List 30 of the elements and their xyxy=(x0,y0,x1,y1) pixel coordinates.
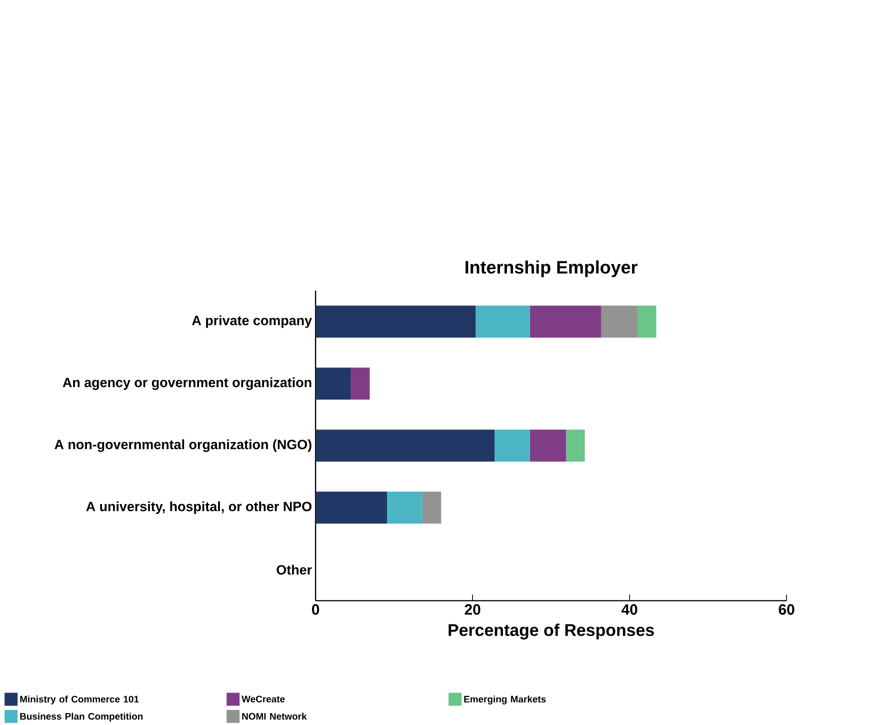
bar xyxy=(350,368,370,400)
y-tick-label: A private company xyxy=(192,315,312,328)
y-tick-label: A university, hospital, or other NPO xyxy=(86,501,312,514)
legend-label: Business Plan Competition xyxy=(20,712,143,722)
x-tick-label: 20 xyxy=(464,604,480,615)
bar xyxy=(566,430,585,462)
legend-label: NOMI Network xyxy=(242,712,307,720)
x-tick-label: 0 xyxy=(312,604,320,615)
bar xyxy=(316,492,388,524)
bar xyxy=(494,430,530,462)
bar xyxy=(637,306,656,338)
legend-label: Ministry of Commerce 101 xyxy=(20,696,139,704)
bar xyxy=(530,430,566,462)
legend-label: WeCreate xyxy=(242,696,285,702)
x-tick-label: 40 xyxy=(621,604,638,615)
bar xyxy=(316,306,476,338)
bar xyxy=(601,306,638,338)
bar xyxy=(530,306,602,338)
bar xyxy=(316,368,351,400)
chart-title: Internship Employer xyxy=(466,260,638,278)
bar xyxy=(316,430,495,462)
y-tick-label: An agency or government organization xyxy=(62,377,312,390)
x-tick-label: 60 xyxy=(778,604,794,615)
x-axis-title: Percentage of Responses xyxy=(448,624,654,640)
y-tick-label: Other xyxy=(276,564,312,575)
bar xyxy=(476,306,530,338)
bar xyxy=(422,492,442,524)
legend-label: Emerging Markets xyxy=(464,696,546,704)
bar xyxy=(387,492,422,524)
y-tick-label: A non-governmental organization (NGO) xyxy=(54,439,312,452)
